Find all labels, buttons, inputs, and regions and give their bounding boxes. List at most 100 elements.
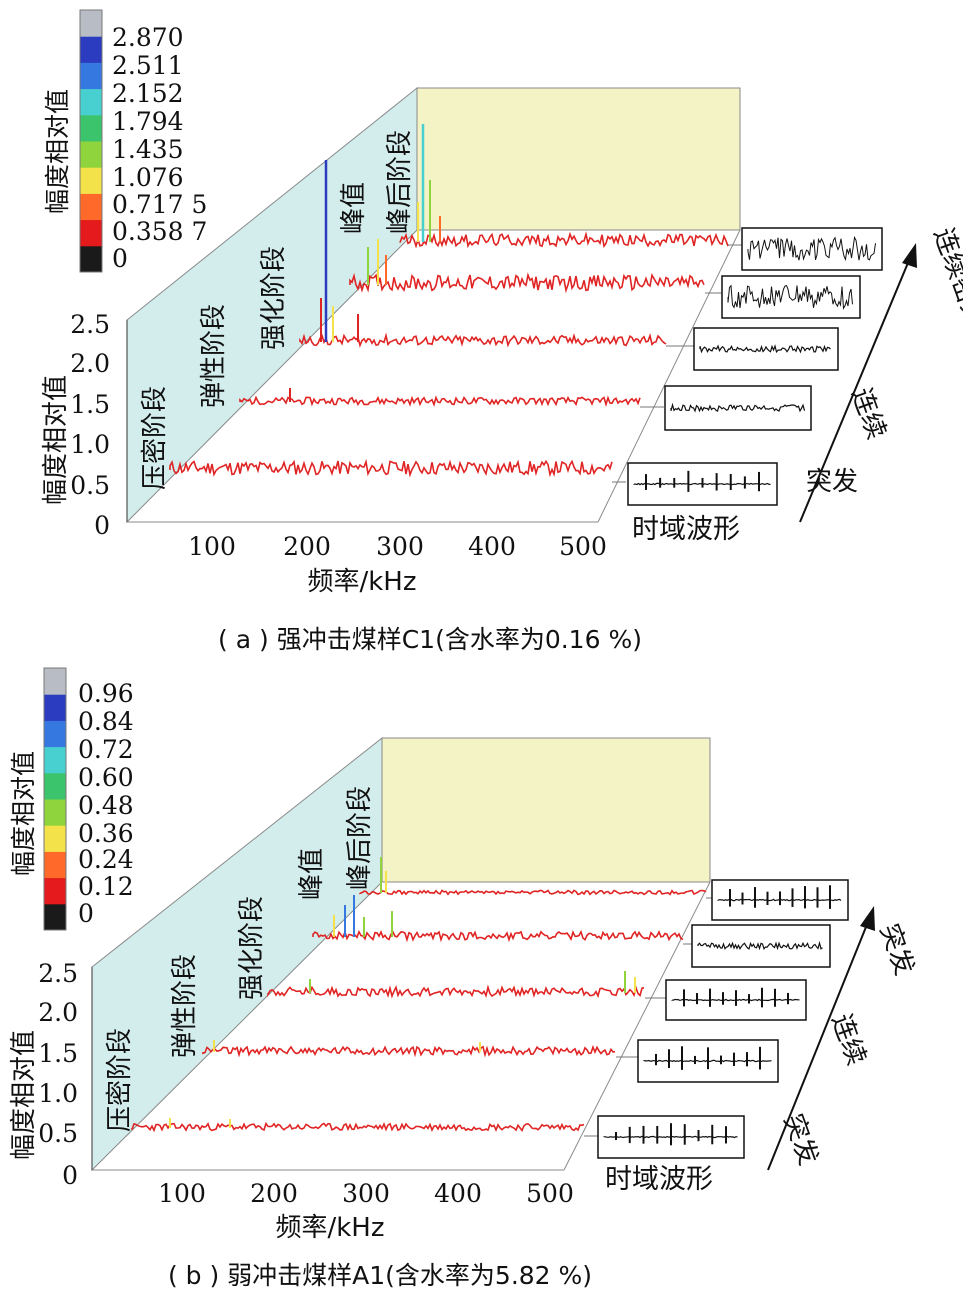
colorbar-tick: 0.72 (78, 735, 134, 764)
y-tick: 0.5 (38, 1119, 78, 1148)
spectrum-series (202, 1040, 616, 1058)
waveform-frame (741, 227, 883, 271)
waveform-frame (691, 924, 831, 968)
y-tick: 2.5 (70, 310, 110, 339)
waveform-inset (665, 979, 807, 1021)
colorbar-tick: 1.076 (112, 163, 184, 192)
colorbar-segment (44, 851, 66, 879)
waveform-trace (717, 898, 842, 902)
colorbar-segment (44, 720, 66, 748)
trend-arrow (799, 257, 911, 523)
arrow-label-burst-2: 突发 (873, 920, 919, 979)
colorbar (79, 9, 103, 273)
colorbar-segment (44, 825, 66, 852)
stage-label-compaction: 压密阶段 (140, 386, 170, 490)
x-axis-ticks: 100 200 300 400 500 (158, 1179, 574, 1208)
colorbar-segment (80, 114, 102, 142)
x-tick: 300 (376, 532, 424, 561)
trend-arrow (767, 921, 869, 1171)
y-axis-label: 幅度相对值 (9, 1030, 39, 1160)
stage-label-peak: 峰值 (297, 848, 327, 900)
waveform-trace (670, 402, 806, 413)
waveform-inset (741, 227, 883, 271)
colorbar-segment (80, 62, 102, 90)
colorbar-tick: 0.48 (78, 791, 134, 820)
colorbar-segment (44, 903, 66, 931)
y-tick: 2.0 (70, 349, 110, 378)
floor-right-edge (597, 229, 741, 523)
arrow-head (902, 243, 917, 268)
spectrum-line-hardening (299, 332, 667, 348)
colorbar-segment (44, 799, 66, 826)
panel-a: 幅度相对值 2.870 2.511 2.152 1.794 1.435 1.07… (41, 9, 963, 654)
y-tick: 2.5 (38, 959, 78, 988)
colorbar-tick: 0.358 7 (112, 217, 207, 246)
colorbar-segment (80, 193, 102, 221)
back-wall (381, 737, 711, 883)
x-tick: 200 (250, 1179, 298, 1208)
waveform-trace (727, 284, 853, 310)
waveform-frame (664, 385, 812, 431)
colorbar-tick: 2.511 (112, 51, 184, 80)
x-tick: 500 (526, 1179, 574, 1208)
caption-b: ( b ) 弱冲击煤样A1(含水率为5.82 %) (168, 1261, 592, 1290)
colorbar-tick: 0 (112, 244, 128, 273)
colorbar-ticks: 0.96 0.84 0.72 0.60 0.48 0.36 0.24 0.12 … (78, 679, 134, 928)
spectrum-line-elastic (202, 1044, 616, 1058)
y-tick: 1.5 (38, 1039, 78, 1068)
colorbar-tick: 2.152 (112, 79, 184, 108)
y-axis-ticks: 2.5 2.0 1.5 1.0 0.5 0 (70, 310, 110, 540)
x-tick: 200 (283, 532, 331, 561)
colorbar-label: 幅度相对值 (9, 751, 38, 876)
waveform-label: 时域波形 (605, 1164, 713, 1195)
waveform-inset (711, 879, 849, 921)
colorbar-segment (80, 219, 102, 247)
spectrum-series (399, 124, 729, 249)
colorbar-segment (80, 10, 102, 37)
colorbar-segment (80, 245, 102, 273)
colorbar-segment (44, 877, 66, 905)
arrow-head (860, 906, 875, 931)
waveform-trace (747, 235, 876, 262)
spectrum-lines (131, 857, 712, 1137)
x-tick: 100 (158, 1179, 206, 1208)
spectrum-series (349, 239, 705, 294)
spectrum-line-peak (349, 272, 705, 294)
floor-right-edge (563, 881, 711, 1171)
waveform-trace (697, 940, 823, 951)
stage-label-post-peak: 峰后阶段 (385, 130, 415, 234)
colorbar-segment (44, 694, 66, 721)
waveform-inset (597, 1115, 745, 1159)
arrow-label-continuous: 连续 (825, 1010, 871, 1069)
spectrum-series (131, 1118, 585, 1133)
spectrum-series (267, 971, 645, 999)
colorbar-tick: 1.435 (112, 135, 184, 164)
y-tick: 1.0 (70, 430, 110, 459)
stage-label-elastic: 弹性阶段 (199, 304, 229, 408)
spectrum-line-hardening (267, 984, 645, 999)
waveform-insets (627, 227, 883, 506)
arrow-label-burst-1: 突发 (777, 1110, 823, 1169)
colorbar-segment (80, 167, 102, 194)
colorbar-tick: 0.60 (78, 763, 134, 792)
spectrum-line-post-peak (399, 231, 729, 249)
colorbar-tick: 0.12 (78, 872, 134, 901)
colorbar (43, 667, 67, 931)
panel-b: 幅度相对值 0.96 0.84 0.72 0.60 0.48 0.36 0.24… (9, 667, 919, 1290)
stage-label-compaction: 压密阶段 (105, 1028, 135, 1132)
spectrum-series (312, 895, 684, 943)
colorbar-tick: 0.36 (78, 819, 134, 848)
waveform-inset (691, 924, 831, 968)
waveform-inset (664, 385, 812, 431)
arrow-label-burst: 突发 (806, 467, 858, 497)
y-tick: 0 (94, 511, 110, 540)
x-axis-label: 频率/kHz (275, 1213, 384, 1243)
stage-label-peak: 峰值 (339, 182, 369, 234)
colorbar-tick: 0.96 (78, 679, 134, 708)
x-axis-ticks: 100 200 300 400 500 (188, 532, 607, 561)
spectrum-series (239, 388, 641, 408)
colorbar-segment (80, 36, 102, 63)
waveform-frame (693, 327, 839, 371)
waveform-insets (597, 879, 849, 1159)
